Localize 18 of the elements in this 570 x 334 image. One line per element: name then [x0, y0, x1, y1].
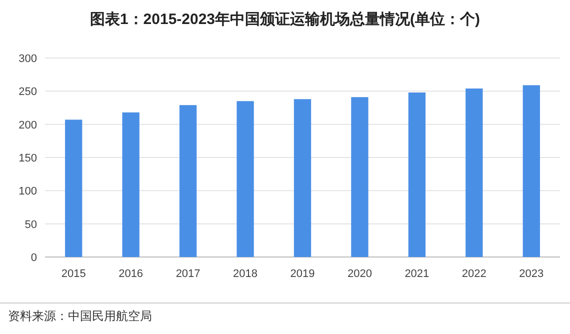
x-tick-label: 2023 — [519, 268, 544, 280]
x-tick-label: 2015 — [61, 268, 86, 280]
y-tick-label: 300 — [18, 53, 37, 65]
y-tick-label: 250 — [18, 86, 37, 98]
text: 资料来源：中国民用航空局 — [8, 309, 152, 323]
x-tick-label: 2021 — [404, 268, 430, 280]
chart-title: 图表1：2015-2023年中国颁证运输机场总量情况(单位：个) — [90, 11, 480, 28]
x-tick-label: 2018 — [233, 268, 258, 280]
y-tick-label: 150 — [18, 152, 37, 164]
x-tick-label: 2017 — [176, 268, 200, 280]
x-tick-label: 2020 — [347, 268, 372, 280]
x-tick-label: 2019 — [290, 268, 315, 280]
y-tick-label: 50 — [24, 218, 37, 231]
x-tick-label: 2016 — [118, 268, 144, 280]
y-tick-label: 100 — [18, 186, 37, 198]
x-tick-label: 2022 — [462, 268, 486, 280]
y-tick-label: 0 — [30, 252, 37, 264]
y-tick-label: 200 — [18, 119, 37, 132]
